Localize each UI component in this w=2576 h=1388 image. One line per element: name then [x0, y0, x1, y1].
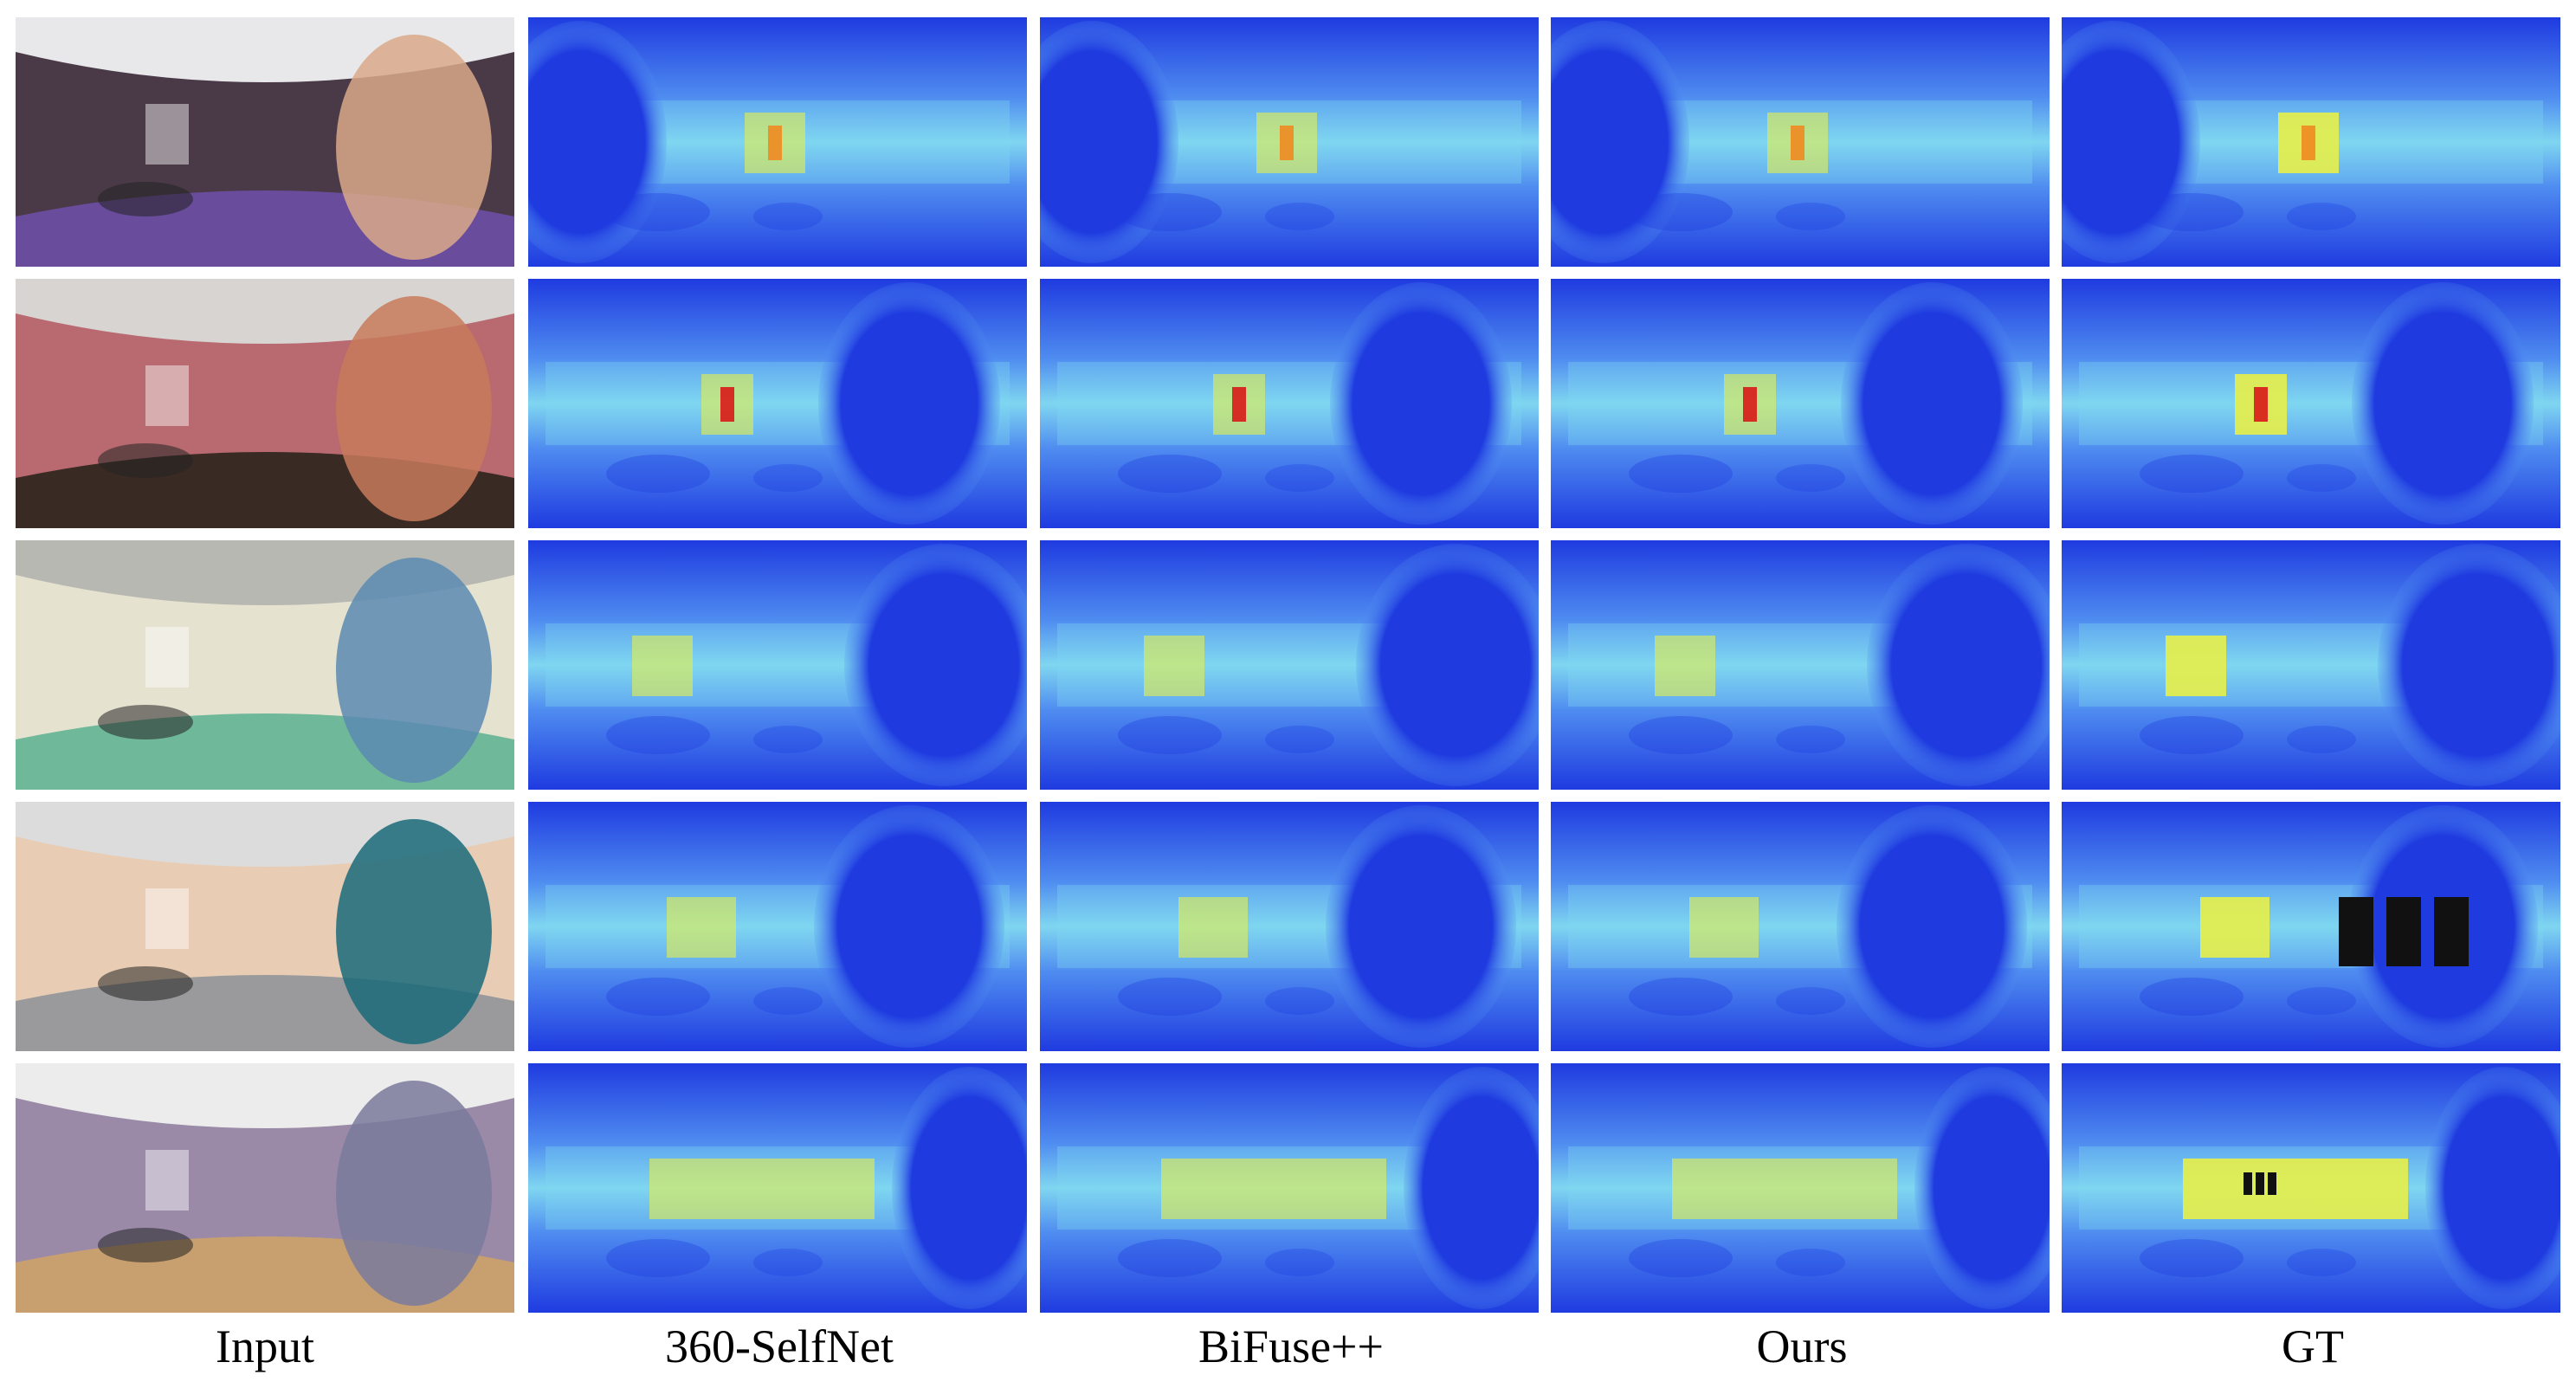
selfnet-depth-map-5: [528, 1063, 1027, 1313]
bifuse-depth-map-2: [1040, 279, 1539, 528]
input-panorama-3: [16, 540, 514, 790]
ours-depth-map-5: [1551, 1063, 2050, 1313]
column-label-input: Input: [216, 1320, 314, 1372]
input-panorama-5: [16, 1063, 514, 1313]
selfnet-depth-map-4: [528, 802, 1027, 1051]
ours-depth-map-1: [1551, 17, 2050, 267]
gt-depth-map-5: [2062, 1063, 2560, 1313]
gt-depth-map-4: [2062, 802, 2560, 1051]
selfnet-depth-map-3: [528, 540, 1027, 790]
input-panorama-1: [16, 17, 514, 267]
column-label-ours: Ours: [1756, 1320, 1848, 1372]
column-label-gt: GT: [2282, 1320, 2344, 1372]
input-panorama-4: [16, 802, 514, 1051]
gt-depth-map-2: [2062, 279, 2560, 528]
ours-depth-map-2: [1551, 279, 2050, 528]
bifuse-depth-map-3: [1040, 540, 1539, 790]
input-panorama-2: [16, 279, 514, 528]
ours-depth-map-4: [1551, 802, 2050, 1051]
bifuse-depth-map-1: [1040, 17, 1539, 267]
selfnet-depth-map-2: [528, 279, 1027, 528]
ours-depth-map-3: [1551, 540, 2050, 790]
bifuse-depth-map-5: [1040, 1063, 1539, 1313]
column-label-bifuse: BiFuse++: [1198, 1320, 1384, 1372]
gt-depth-map-1: [2062, 17, 2560, 267]
bifuse-depth-map-4: [1040, 802, 1539, 1051]
column-label-selfnet: 360-SelfNet: [665, 1320, 894, 1372]
gt-depth-map-3: [2062, 540, 2560, 790]
selfnet-depth-map-1: [528, 17, 1027, 267]
